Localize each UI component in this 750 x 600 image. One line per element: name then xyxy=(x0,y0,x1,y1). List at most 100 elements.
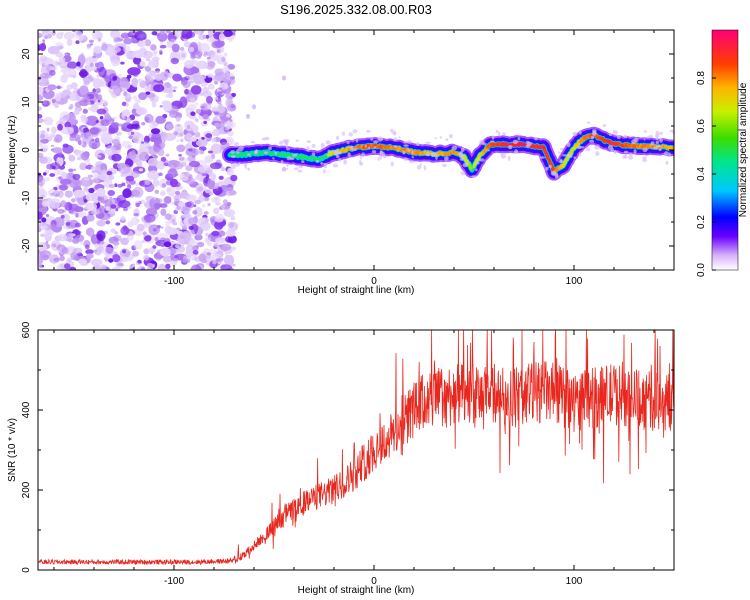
ridge-speckle xyxy=(390,128,394,133)
noise-blob xyxy=(38,86,44,97)
noise-blob xyxy=(246,113,250,119)
y-tick-label: 0 xyxy=(21,567,32,573)
snr-panel: -100 0 100 0 200 400 600 Height of straight l… xyxy=(7,321,675,596)
noise-blob xyxy=(220,204,226,210)
noise-blob xyxy=(143,135,150,144)
noise-blob xyxy=(78,258,87,265)
ridge-speckle xyxy=(451,145,458,151)
noise-blob xyxy=(205,232,209,237)
ridge-speckle xyxy=(491,135,495,140)
noise-blob xyxy=(139,34,146,39)
noise-blob xyxy=(157,263,167,270)
noise-blob xyxy=(207,83,215,90)
noise-blob xyxy=(85,249,94,255)
noise-blob xyxy=(69,266,77,270)
ridge-speckle xyxy=(407,139,412,144)
ridge-speckle xyxy=(247,153,251,156)
noise-blob xyxy=(109,196,113,200)
noise-blob xyxy=(110,228,117,234)
ridge-speckle xyxy=(623,150,629,154)
ridge-speckle xyxy=(579,146,585,149)
noise-blob xyxy=(174,206,184,212)
noise-blob xyxy=(131,77,138,88)
noise-blob xyxy=(194,234,203,241)
noise-blob xyxy=(188,160,200,168)
ridge-speckle xyxy=(264,151,268,154)
noise-blob xyxy=(110,30,121,39)
noise-blob xyxy=(87,174,94,178)
noise-blob xyxy=(115,208,119,212)
noise-blob xyxy=(91,165,98,171)
noise-blob xyxy=(226,113,231,118)
noise-blob xyxy=(211,230,220,237)
x-tick-label: -100 xyxy=(164,276,184,287)
ridge-speckle xyxy=(633,149,637,154)
noise-blob xyxy=(69,137,75,142)
ridge-speckle xyxy=(411,150,414,155)
noise-blob xyxy=(39,147,48,153)
noise-blob xyxy=(140,267,146,270)
ridge-speckle xyxy=(306,140,311,144)
ridge-speckle xyxy=(589,139,594,143)
noise-blob xyxy=(41,217,47,223)
noise-blob xyxy=(124,51,136,59)
y-tick-label: 400 xyxy=(21,401,32,418)
noise-blob xyxy=(68,106,73,110)
ridge-speckle xyxy=(391,132,397,135)
noise-blob xyxy=(98,66,107,78)
ridge-speckle xyxy=(393,145,398,148)
ridge-speckle xyxy=(445,138,449,142)
ridge-speckle xyxy=(234,145,238,148)
noise-blob xyxy=(154,68,161,74)
noise-blob xyxy=(59,255,65,262)
x-tick-label: 100 xyxy=(566,576,583,587)
noise-blob xyxy=(154,237,159,242)
ridge-speckle xyxy=(665,160,669,165)
noise-blob xyxy=(158,178,168,189)
ridge-core-segment xyxy=(468,164,473,171)
noise-blob xyxy=(150,44,157,51)
noise-blob xyxy=(170,163,183,170)
noise-blob xyxy=(135,183,139,186)
noise-blob xyxy=(214,80,218,85)
noise-blob xyxy=(197,241,205,248)
noise-blob xyxy=(131,150,136,155)
colorbar-tick-label: 0.2 xyxy=(696,215,707,229)
colorbar-ticks: 0.0 0.2 0.4 0.6 0.8 xyxy=(696,71,716,277)
noise-blob xyxy=(91,103,99,111)
colorbar: 0.0 0.2 0.4 0.6 0.8 Normalized spectral ampl… xyxy=(696,29,749,277)
ridge-speckle xyxy=(525,140,530,144)
noise-blob xyxy=(184,121,196,132)
noise-blob xyxy=(77,230,82,235)
noise-blob xyxy=(54,104,59,108)
noise-blob xyxy=(127,144,132,148)
noise-blob xyxy=(121,182,126,187)
noise-blob xyxy=(143,254,150,261)
noise-blob xyxy=(159,105,163,108)
noise-blob xyxy=(115,131,122,136)
ridge-speckle xyxy=(244,166,247,169)
colorbar-tick-label: 0.0 xyxy=(696,263,707,277)
noise-blob xyxy=(211,40,223,49)
noise-blob xyxy=(41,30,52,40)
ridge-speckle xyxy=(390,161,394,167)
ridge-speckle xyxy=(613,150,618,154)
noise-blob xyxy=(190,111,196,116)
ridge-speckle xyxy=(460,171,466,176)
noise-blob xyxy=(152,179,160,187)
noise-blob xyxy=(188,75,196,84)
noise-blob xyxy=(60,200,67,208)
noise-blob xyxy=(130,170,140,179)
noise-blob xyxy=(197,43,210,53)
noise-blob xyxy=(51,126,57,134)
noise-blob xyxy=(201,137,205,140)
noise-blob xyxy=(190,53,196,60)
noise-blob xyxy=(145,71,156,81)
ridge-speckle xyxy=(430,152,437,157)
noise-blob xyxy=(91,169,97,174)
noise-blob xyxy=(177,50,187,61)
ridge-speckle xyxy=(416,142,420,146)
noise-blob xyxy=(38,242,47,252)
noise-blob xyxy=(42,225,48,230)
